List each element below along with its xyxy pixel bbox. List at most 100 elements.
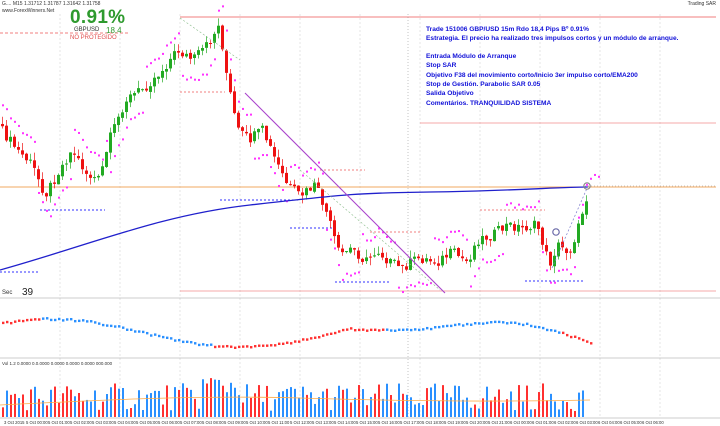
candle-body [457, 248, 460, 256]
sar-dot [2, 104, 4, 107]
volume-bar [206, 383, 208, 417]
candle-body [409, 258, 412, 270]
oscillator-dot [138, 330, 141, 333]
volume-bar [498, 389, 500, 417]
oscillator-dot [122, 326, 125, 329]
candle-body [429, 259, 432, 262]
sar-dot [226, 29, 228, 32]
volume-bar [554, 401, 556, 417]
sar-dot [342, 278, 344, 281]
sar-dot [438, 238, 440, 241]
notes-line: Stop SAR [426, 62, 457, 70]
sar-dot [174, 37, 176, 40]
candle-body [169, 58, 172, 69]
candle-body [93, 177, 96, 179]
sar-dot [182, 74, 184, 77]
candle-body [381, 252, 384, 258]
sar-dot [194, 78, 196, 81]
oscillator-dot [58, 317, 61, 321]
volume-bar [402, 393, 404, 417]
volume-bar [190, 389, 192, 417]
oscillator-dot [470, 323, 473, 326]
candle-body [77, 156, 80, 159]
sar-dot [242, 107, 244, 110]
sar-dot [410, 284, 412, 287]
sar-dot [558, 269, 560, 272]
time-label: 5 Oct 03:00 [92, 420, 114, 425]
oscillator-dot [246, 345, 249, 348]
volume-bar [298, 397, 300, 417]
volume-bar [150, 393, 152, 417]
volume-bar [138, 390, 140, 417]
sar-dot [110, 171, 112, 174]
volume-bar [374, 393, 376, 417]
oscillator-dot [430, 327, 433, 331]
candle-body [217, 25, 220, 34]
oscillator-dot [250, 346, 253, 349]
volume-bar [458, 386, 460, 417]
volume-bar [362, 389, 364, 417]
sar-dot [538, 200, 540, 203]
oscillator-dot [418, 328, 421, 332]
sar-dot [478, 267, 480, 270]
oscillator-dot [10, 321, 13, 325]
oscillator-dot [18, 319, 21, 322]
oscillator-dot [510, 321, 513, 324]
oscillator-dot [22, 319, 25, 323]
volume-bar [6, 390, 8, 417]
oscillator-dot [306, 338, 309, 341]
volume-bar [434, 383, 436, 417]
oscillator-dot [142, 330, 145, 334]
notes-line: Entrada Módulo de Arranque [426, 52, 517, 60]
candle-body [233, 91, 236, 114]
sar-dot [494, 259, 496, 262]
candle-body [145, 88, 148, 91]
volume-bar [142, 410, 144, 417]
oscillator-dot [66, 318, 69, 321]
volume-bar [318, 397, 320, 417]
oscillator-dot [78, 319, 81, 323]
volume-bar [426, 388, 428, 417]
candle-body [129, 94, 132, 103]
candle-body [141, 89, 144, 91]
sar-dot [490, 260, 492, 263]
candle-body [541, 227, 544, 245]
oscillator-dot [174, 339, 177, 342]
volume-bar [534, 409, 536, 417]
candle-body [21, 150, 24, 155]
candle-body [225, 50, 228, 73]
sar-dot [262, 154, 264, 157]
sar-dot [234, 79, 236, 82]
volume-bar [202, 379, 204, 417]
sar-dot [566, 268, 568, 271]
volume-bar [278, 392, 280, 417]
candle-body [509, 222, 512, 225]
sar-dot [26, 133, 28, 136]
oscillator-dot [506, 322, 509, 325]
volume-bar [26, 410, 28, 417]
candle-body [517, 224, 520, 232]
oscillator-dot [294, 340, 297, 343]
candle-body [349, 247, 352, 253]
sar-dot [382, 231, 384, 234]
sar-dot [426, 283, 428, 286]
oscillator-dot [518, 322, 521, 326]
volume-bar [462, 399, 464, 417]
sar-dot [238, 100, 240, 103]
candle-body [417, 256, 420, 259]
candle-body [285, 172, 288, 183]
volume-bar [110, 387, 112, 417]
volume-bar [350, 402, 352, 417]
oscillator-dot [542, 326, 545, 330]
sar-dot [162, 52, 164, 55]
volume-bar [162, 404, 164, 417]
volume-bar [494, 396, 496, 417]
sar-dot [446, 236, 448, 239]
sar-dot [86, 146, 88, 149]
candle-body [121, 112, 124, 118]
chart-grid [0, 14, 720, 419]
oscillator-dot [110, 324, 113, 328]
entry-marker [552, 228, 560, 236]
time-label: 5 Oct 09:00 [224, 420, 246, 425]
